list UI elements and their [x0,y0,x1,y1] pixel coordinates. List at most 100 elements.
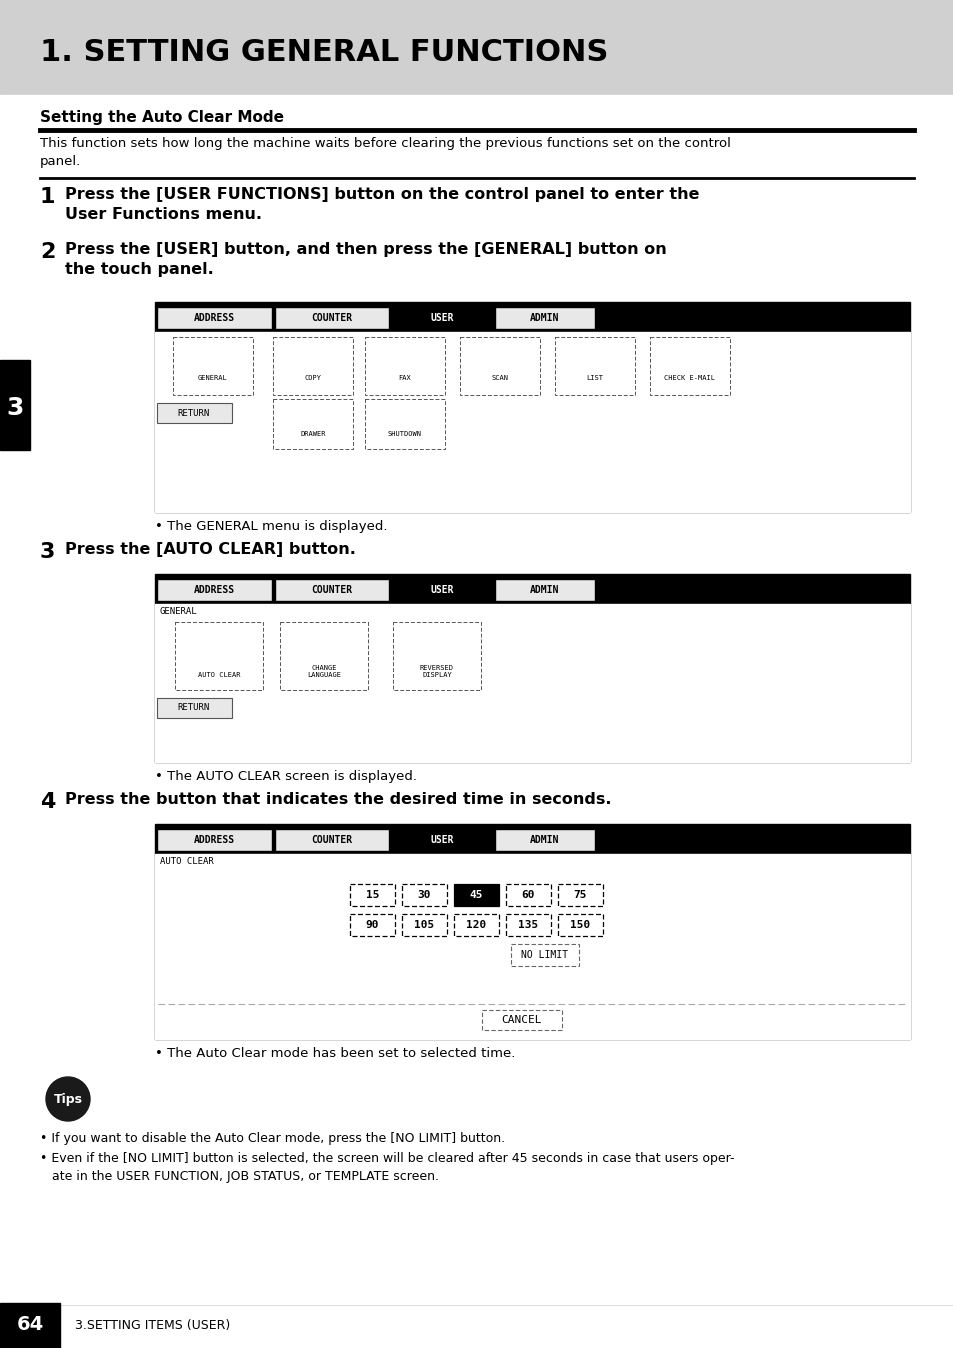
Bar [154,604,909,762]
Text: CHANGE
LANGUAGE: CHANGE LANGUAGE [307,665,340,678]
Bar [273,399,353,449]
Text: GENERAL: GENERAL [160,607,197,616]
Text: CANCEL: CANCEL [501,1015,541,1024]
Bar [157,829,272,851]
Bar [558,884,602,906]
Text: • If you want to disable the Auto Clear mode, press the [NO LIMIT] button.: • If you want to disable the Auto Clear … [40,1132,504,1144]
Text: RETURN: RETURN [177,408,210,418]
Bar [365,337,444,395]
Text: CHECK E-MAIL: CHECK E-MAIL [664,375,715,381]
Bar [350,884,395,906]
Bar [505,914,551,936]
Text: 75: 75 [573,890,587,900]
Bar [154,574,909,762]
Text: 120: 120 [466,919,486,930]
Text: Press the button that indicates the desired time in seconds.: Press the button that indicates the desi… [65,793,611,807]
Bar [392,307,492,329]
Text: • The AUTO CLEAR screen is displayed.: • The AUTO CLEAR screen is displayed. [154,770,416,783]
Text: COUNTER: COUNTER [311,313,353,324]
Text: Tips: Tips [53,1092,82,1105]
Text: 15: 15 [365,890,379,900]
Bar [0,360,30,450]
Bar [172,337,253,395]
Text: ADMIN: ADMIN [530,834,559,845]
Text: SHUTDOWN: SHUTDOWN [388,431,421,437]
Bar [392,580,492,601]
Bar [274,580,389,601]
Text: 3: 3 [7,396,24,421]
Bar [157,580,272,601]
Text: AUTO CLEAR: AUTO CLEAR [197,673,240,678]
Text: FAX: FAX [398,375,411,381]
Bar [454,884,498,906]
Text: 1: 1 [40,187,55,208]
Text: 64: 64 [16,1316,44,1335]
Text: GENERAL: GENERAL [198,375,228,381]
Bar [459,337,539,395]
Text: 2: 2 [40,243,55,262]
Text: REVERSED
DISPLAY: REVERSED DISPLAY [419,665,454,678]
Text: 30: 30 [417,890,431,900]
Bar [511,944,578,967]
Bar [401,914,447,936]
Text: 90: 90 [365,919,379,930]
Text: COPY: COPY [304,375,321,381]
Bar [273,337,353,395]
Bar [481,1010,561,1030]
Bar [274,307,389,329]
Bar [555,337,635,395]
Text: ADMIN: ADMIN [530,313,559,324]
Text: ADMIN: ADMIN [530,585,559,594]
Bar [280,621,368,690]
Text: 135: 135 [517,919,538,930]
Text: This function sets how long the machine waits before clearing the previous funct: This function sets how long the machine … [40,137,730,168]
Text: 3: 3 [40,542,55,562]
Text: 1. SETTING GENERAL FUNCTIONS: 1. SETTING GENERAL FUNCTIONS [40,38,608,67]
Text: COUNTER: COUNTER [311,834,353,845]
Text: SCAN: SCAN [491,375,508,381]
Bar [157,307,272,329]
Text: ate in the USER FUNCTION, JOB STATUS, or TEMPLATE screen.: ate in the USER FUNCTION, JOB STATUS, or… [52,1170,438,1184]
Text: COUNTER: COUNTER [311,585,353,594]
Bar [392,829,492,851]
Bar [154,302,909,512]
Text: ADDRESS: ADDRESS [193,313,234,324]
Text: USER: USER [430,585,454,594]
Text: • The GENERAL menu is displayed.: • The GENERAL menu is displayed. [154,520,387,532]
Text: Press the [USER FUNCTIONS] button on the control panel to enter the
User Functio: Press the [USER FUNCTIONS] button on the… [65,187,699,222]
Text: 4: 4 [40,793,55,811]
Text: Press the [AUTO CLEAR] button.: Press the [AUTO CLEAR] button. [65,542,355,557]
Text: 105: 105 [414,919,435,930]
Text: USER: USER [430,313,454,324]
Text: • Even if the [NO LIMIT] button is selected, the screen will be cleared after 45: • Even if the [NO LIMIT] button is selec… [40,1153,734,1165]
Bar [454,914,498,936]
Text: Setting the Auto Clear Mode: Setting the Auto Clear Mode [40,111,284,125]
Bar [495,307,595,329]
Text: AUTO CLEAR: AUTO CLEAR [160,857,213,865]
Bar [0,0,953,94]
Bar [495,829,595,851]
Bar [154,332,909,512]
Bar [0,1304,60,1348]
Bar [365,399,444,449]
Text: 45: 45 [469,890,483,900]
Bar [174,621,263,690]
Bar [157,403,232,423]
Bar [0,1304,953,1348]
Bar [649,337,729,395]
Bar [401,884,447,906]
Text: DRAWER: DRAWER [300,431,325,437]
Bar [154,855,909,1039]
Circle shape [46,1077,90,1122]
Text: USER: USER [430,834,454,845]
Text: NO LIMIT: NO LIMIT [521,950,568,960]
Bar [154,824,909,1039]
Text: 3.SETTING ITEMS (USER): 3.SETTING ITEMS (USER) [75,1318,230,1332]
Text: RETURN: RETURN [177,704,210,713]
Bar [157,698,232,718]
Bar [350,914,395,936]
Bar [274,829,389,851]
Bar [495,580,595,601]
Text: ADDRESS: ADDRESS [193,834,234,845]
Text: ADDRESS: ADDRESS [193,585,234,594]
